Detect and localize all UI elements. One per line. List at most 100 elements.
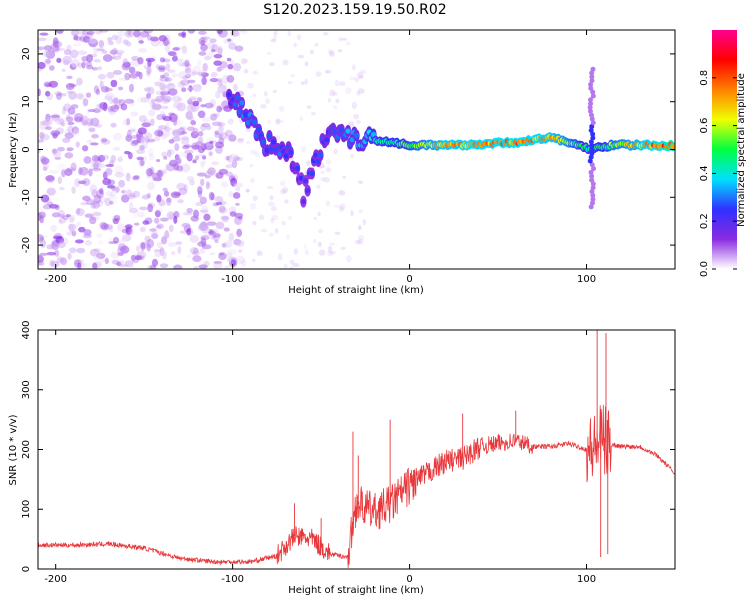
spectrogram-speckle <box>346 255 352 263</box>
spectrogram-speckle <box>322 32 329 36</box>
spectrogram-speckle <box>215 221 225 230</box>
spectrogram-speckle <box>93 66 102 71</box>
spectrogram-speckle <box>211 121 222 127</box>
spectrogram-speckle <box>179 126 187 132</box>
spectrogram-speckle <box>286 233 290 240</box>
spectrogram-speckle <box>211 161 220 166</box>
spectrogram-speckle <box>200 205 209 214</box>
spectrogram-streak <box>589 116 595 122</box>
spectrogram-speckle <box>50 260 60 268</box>
spectrogram-speckle <box>167 88 178 96</box>
spectrogram-speckle <box>67 107 76 115</box>
spectrogram-speckle <box>329 50 335 57</box>
spectrogram-speckle <box>187 79 196 84</box>
spectrogram-speckle <box>100 139 111 145</box>
spectrogram-speckle <box>154 98 162 102</box>
spectrogram-speckle <box>173 264 183 269</box>
spectrogram-speckle <box>145 57 156 62</box>
spectrogram-speckle <box>224 240 233 248</box>
spectrogram-speckle <box>238 249 243 253</box>
spectrogram-speckle <box>69 247 77 254</box>
spectrogram-speckle <box>180 79 190 86</box>
spectrogram-streak <box>589 70 595 76</box>
spectrogram-speckle <box>269 195 274 201</box>
spectrogram-speckle <box>124 260 134 268</box>
spectrogram-speckle <box>117 239 125 248</box>
spectrogram-speckle <box>220 242 230 249</box>
spectrogram-speckle <box>354 77 360 83</box>
spectrogram-speckle <box>234 216 242 225</box>
spectrogram-speckle <box>75 93 84 100</box>
spectrogram-speckle <box>158 125 168 130</box>
spectrogram-speckle <box>46 59 51 67</box>
spectrogram-speckle <box>43 45 53 51</box>
spectrogram-speckle <box>354 239 361 245</box>
spectrogram-speckle <box>325 70 330 74</box>
spectrogram-speckle <box>76 247 86 254</box>
spectrogram-speckle <box>186 126 195 132</box>
spectrogram-speckle <box>214 132 223 138</box>
spectrogram-speckle <box>325 167 332 173</box>
spectrogram-speckle <box>360 69 367 75</box>
spectrogram-speckle <box>230 259 236 266</box>
snr-axes: -200 -100 0 100 0 100 200 300 400 <box>21 320 675 585</box>
spectrogram-speckle <box>101 50 108 54</box>
spectrogram-speckle <box>233 182 244 188</box>
spectrogram-speckle <box>328 48 333 55</box>
spectrogram-speckle <box>199 248 206 254</box>
spectrogram-speckle <box>191 71 201 75</box>
spectrogram-speckle <box>185 127 194 132</box>
spectrogram-speckle <box>156 169 165 178</box>
spectrogram-speckle <box>89 248 100 257</box>
spectrogram-speckle <box>158 65 166 71</box>
spectrogram-streak <box>590 181 596 187</box>
spectrogram-speckle <box>275 119 281 124</box>
spectrogram-band-core <box>234 94 241 101</box>
spectrogram-xtick-label: 100 <box>577 274 596 285</box>
spectrogram-speckle <box>118 77 129 81</box>
spectrogram-speckle <box>74 178 81 187</box>
spectrogram-band-core <box>317 152 324 158</box>
spectrogram-speckle <box>341 37 348 41</box>
spectrogram-speckle <box>216 30 223 35</box>
spectrogram-speckle <box>181 222 191 228</box>
spectrogram-speckle <box>94 30 103 35</box>
spectrogram-streak <box>588 139 594 145</box>
spectrogram-speckle <box>144 217 153 225</box>
spectrogram-speckle <box>198 264 208 269</box>
spectrogram-marks <box>38 30 675 269</box>
spectrogram-speckle <box>356 91 361 96</box>
spectrogram-speckle <box>57 241 66 249</box>
spectrogram-streak <box>589 143 595 149</box>
spectrogram-speckle <box>142 220 150 225</box>
spectrogram-speckle <box>195 155 200 161</box>
spectrogram-speckle <box>217 65 225 71</box>
spectrogram-speckle <box>312 239 317 244</box>
spectrogram-speckle <box>200 209 209 213</box>
spectrogram-speckle <box>218 200 227 205</box>
spectrogram-speckle <box>287 215 292 221</box>
spectrogram-speckle <box>137 133 144 142</box>
spectrogram-speckle <box>111 98 122 104</box>
spectrogram-speckle <box>131 139 139 145</box>
spectrogram-speckle <box>260 104 267 109</box>
spectrogram-speckle <box>45 90 51 97</box>
spectrogram-speckle <box>77 226 86 233</box>
spectrogram-streak <box>588 127 594 133</box>
spectrogram-speckle <box>103 224 113 230</box>
spectrogram-speckle <box>166 197 172 203</box>
spectrogram-speckle <box>102 54 113 62</box>
spectrogram-speckle <box>91 167 102 172</box>
spectrogram-speckle <box>165 44 171 54</box>
spectrogram-speckle <box>163 155 168 160</box>
spectrogram-speckle <box>163 72 170 78</box>
spectrogram-speckle <box>313 216 317 221</box>
spectrogram-speckle <box>139 159 145 167</box>
snr-series-line <box>38 404 675 568</box>
spectrogram-speckle <box>102 171 108 180</box>
spectrogram-speckle <box>210 71 218 78</box>
spectrogram-speckle <box>105 168 113 176</box>
spectrogram-speckle <box>38 132 45 138</box>
spectrogram-speckle <box>178 71 188 79</box>
spectrogram-speckle <box>88 127 96 133</box>
